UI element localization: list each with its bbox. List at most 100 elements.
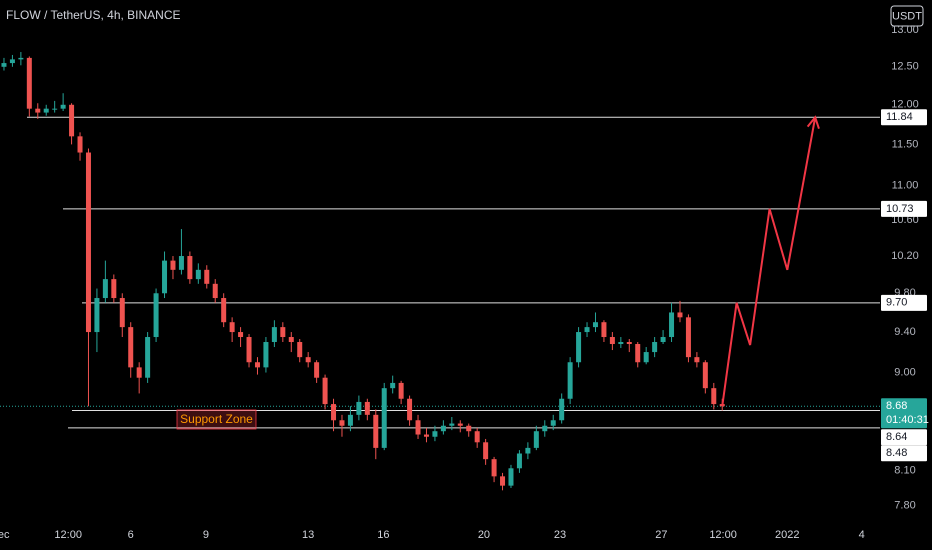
candle-body	[280, 327, 286, 338]
candle-body	[601, 322, 607, 338]
annotation-box	[176, 409, 257, 430]
candle-body	[229, 322, 235, 333]
x-tick-label: 13	[302, 529, 314, 541]
candle-body	[685, 317, 691, 358]
candle-body	[415, 420, 421, 435]
countdown: 01:40:31	[886, 414, 929, 426]
candle-body	[162, 260, 168, 294]
candle-body	[567, 362, 573, 399]
x-tick-label: 12:00	[709, 529, 737, 541]
candle-body	[660, 337, 666, 343]
candle-body	[43, 108, 49, 113]
y-tick-label: 13.00	[891, 24, 919, 36]
candle-body	[466, 425, 472, 432]
candle-body	[204, 269, 210, 284]
candle-body	[609, 337, 615, 345]
chart-title: FLOW / TetherUS, 4h, BINANCE	[6, 8, 181, 22]
candle-body	[170, 260, 176, 270]
candle-body	[643, 352, 649, 363]
candle-body	[153, 293, 159, 338]
candle-body	[145, 337, 151, 378]
x-tick-label: 4	[859, 529, 865, 541]
candle-body	[60, 104, 66, 109]
candle-body	[449, 423, 455, 426]
candle-body	[18, 57, 24, 60]
candle-body	[339, 420, 345, 426]
candle-body	[111, 279, 117, 299]
candle-body	[187, 256, 193, 280]
candle-body	[195, 269, 201, 280]
x-tick-label: Dec	[0, 529, 10, 541]
x-tick-label: 2022	[775, 529, 799, 541]
candle-body	[212, 283, 218, 299]
candle-body	[677, 312, 683, 318]
candle-body	[390, 382, 396, 389]
candle-body	[77, 136, 83, 153]
price-tag-label: 9.70	[886, 297, 907, 309]
candle-body	[669, 312, 675, 338]
candle-body	[246, 337, 252, 363]
y-tick-label: 7.80	[894, 500, 915, 512]
candle-body	[263, 342, 269, 368]
candle-body	[102, 279, 108, 299]
candle-body	[221, 298, 227, 323]
currency-box	[890, 5, 924, 27]
price-tag-label: 8.64	[886, 431, 907, 443]
x-tick-label: 23	[554, 529, 566, 541]
annotation: Support Zone	[180, 412, 253, 426]
candle-body	[533, 431, 539, 448]
y-tick-label: 11.00	[892, 180, 919, 192]
currency: USDT	[892, 10, 922, 22]
candle-body	[322, 377, 328, 405]
candle-body	[618, 342, 624, 345]
price-tag	[881, 445, 927, 462]
candle-body	[652, 342, 658, 353]
candle-body	[347, 414, 353, 426]
candle-body	[271, 327, 277, 343]
candle-body	[305, 357, 311, 363]
candle-body	[128, 327, 134, 368]
candle-body	[694, 357, 700, 363]
price-tag-label: 10.73	[886, 203, 914, 215]
candle-body	[432, 431, 438, 437]
candle-body	[626, 342, 632, 345]
price-tag	[881, 294, 927, 311]
candle-body	[356, 401, 362, 415]
y-tick-label: 8.10	[894, 464, 915, 476]
y-tick-label: 9.00	[894, 366, 915, 378]
x-tick-label: 20	[478, 529, 490, 541]
candle-body	[398, 382, 404, 399]
candle-body	[500, 476, 506, 486]
candle-body	[331, 404, 337, 421]
candle-body	[584, 327, 590, 333]
y-tick-label: 9.40	[894, 326, 915, 338]
price-tag	[881, 398, 927, 429]
y-tick-label: 10.20	[891, 250, 919, 262]
x-tick-label: 9	[203, 529, 209, 541]
candle-body	[550, 420, 556, 426]
y-tick-label: 12.00	[891, 99, 919, 111]
x-tick-label: 12:00	[54, 529, 82, 541]
candle-body	[52, 108, 58, 110]
candle-body	[119, 298, 125, 328]
candle-body	[26, 57, 32, 109]
plot-area	[0, 52, 880, 491]
candle-body	[288, 337, 294, 343]
price-tag-label: 11.84	[886, 111, 913, 123]
candle-body	[508, 468, 514, 486]
candle-body	[491, 459, 497, 477]
candle-body	[178, 256, 184, 270]
candle-body	[85, 152, 91, 333]
x-tick-label: 16	[377, 529, 389, 541]
candle-body	[592, 322, 598, 328]
candle-body	[35, 108, 41, 113]
x-tick-label: 27	[655, 529, 667, 541]
candle-body	[407, 398, 413, 421]
candle-body	[364, 401, 370, 415]
candle-body	[9, 59, 15, 64]
price-tag	[881, 200, 927, 217]
y-tick-label: 10.60	[891, 214, 919, 226]
candle-body	[1, 63, 7, 67]
candle-body	[576, 332, 582, 363]
